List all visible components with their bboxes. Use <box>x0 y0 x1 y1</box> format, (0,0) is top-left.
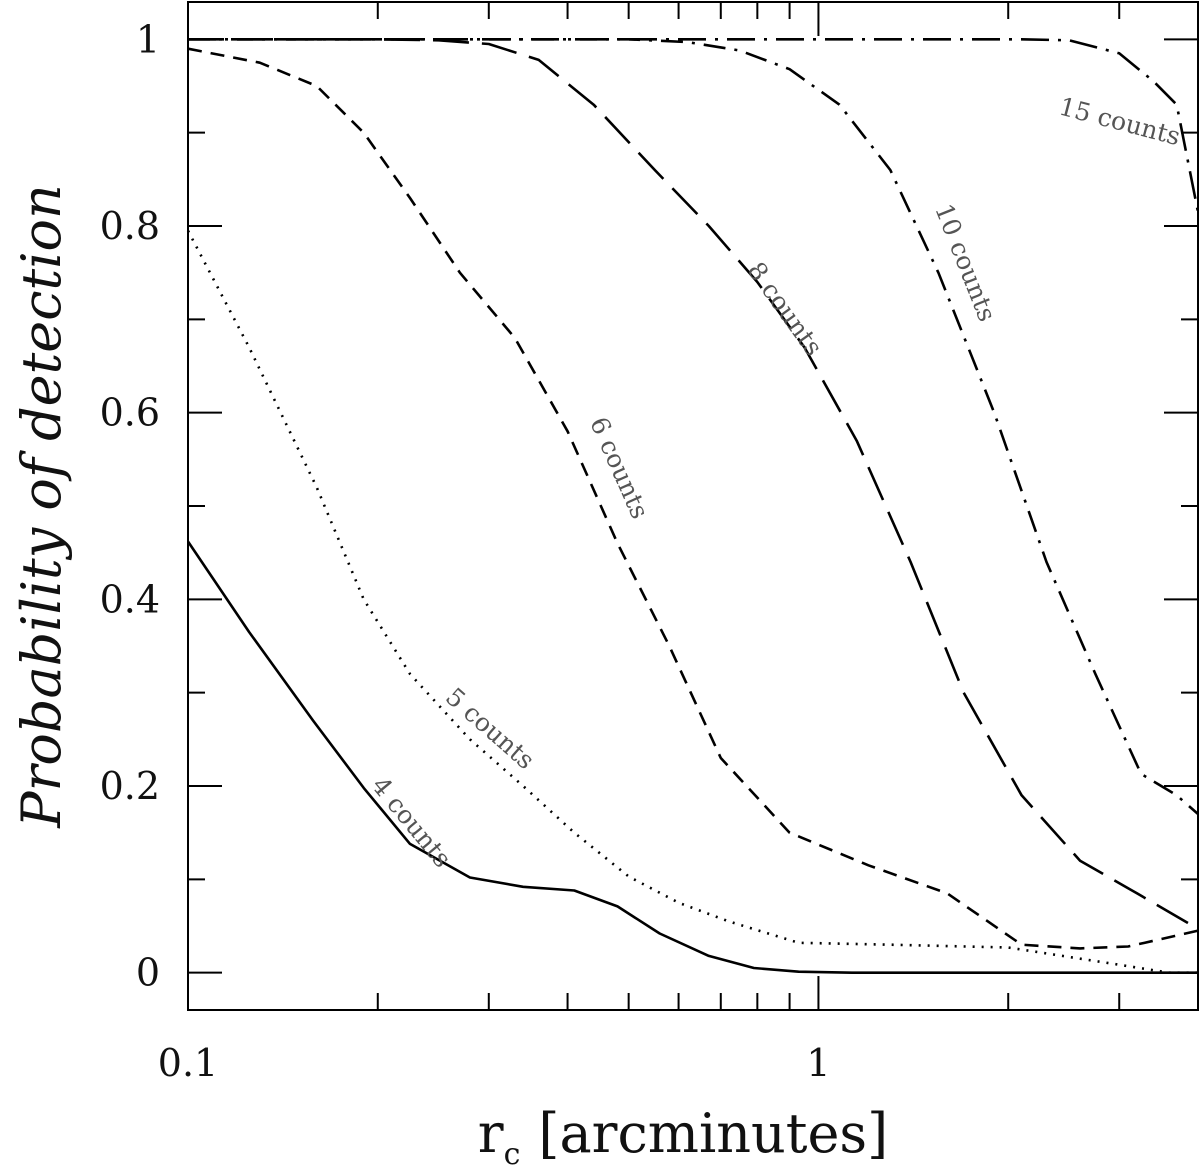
curve-8-counts <box>188 37 1199 930</box>
y-tick-label: 0.8 <box>100 204 160 248</box>
curves <box>186 37 1200 975</box>
x-axis-title-unit: [arcminutes] <box>538 1102 888 1165</box>
x-axis-title-subscript: c <box>504 1137 521 1168</box>
plot-frame <box>187 1 1199 1011</box>
tick-labels: 0.1 1 0 0.2 0.4 0.6 0.8 1 <box>100 17 831 1085</box>
curve-10-counts <box>188 37 1199 815</box>
y-tick-label: 0.6 <box>100 391 160 435</box>
y-tick-label: 0 <box>136 951 160 995</box>
y-tick-label: 1 <box>136 17 160 61</box>
x-tick-label: 0.1 <box>158 1041 218 1085</box>
curve-4-counts <box>186 540 1198 975</box>
x-tick-label: 1 <box>806 1041 830 1085</box>
y-axis-title: Probability of detection <box>10 184 73 829</box>
curve-6-counts <box>187 47 1199 950</box>
curve-15-counts <box>188 37 1200 213</box>
x-axis-title-symbol: r <box>478 1102 504 1165</box>
y-tick-label: 0.2 <box>100 764 160 808</box>
y-tick-label: 0.4 <box>100 577 160 621</box>
x-axis-title: rc [arcminutes] <box>478 1102 888 1168</box>
